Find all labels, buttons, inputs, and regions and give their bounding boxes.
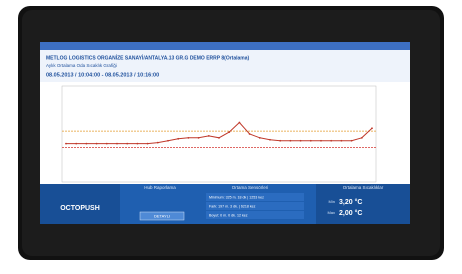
data-point xyxy=(167,140,169,142)
page: METLOG LOGISTICS ORGANİZE SANAYİ/ANTALYA… xyxy=(0,0,462,269)
avg-label: Min xyxy=(329,199,335,204)
data-point xyxy=(320,140,322,142)
subtitle: Aylık Ortalama Oda Sıcaklık Grafiği xyxy=(46,63,117,68)
data-point xyxy=(310,140,312,142)
plot-area xyxy=(62,86,376,182)
data-point xyxy=(75,143,77,145)
sensor-title: Ortama Sensörleri xyxy=(232,185,269,190)
data-point xyxy=(137,143,139,145)
sensor-row: Boyut: 0 m. 0 dk. 12 kez xyxy=(209,213,248,217)
data-point xyxy=(147,143,149,145)
data-point xyxy=(106,143,108,145)
date-range: 08.05.2013 / 10:04:00 - 08.05.2013 / 10:… xyxy=(46,72,159,78)
data-point xyxy=(330,140,332,142)
data-point xyxy=(361,137,363,139)
data-point xyxy=(188,137,190,139)
screenshot: METLOG LOGISTICS ORGANİZE SANAYİ/ANTALYA… xyxy=(0,0,462,269)
data-point xyxy=(269,139,271,141)
data-point xyxy=(177,138,179,140)
data-point xyxy=(208,135,210,137)
sensor-row: Fark: 197 m. 3 dk. | 6218 kez xyxy=(209,204,256,208)
hub-title: Hub Raporlama xyxy=(144,185,176,190)
avg-value: 2,00 °C xyxy=(339,209,362,217)
data-point xyxy=(157,142,159,144)
data-point xyxy=(371,127,373,129)
data-point xyxy=(96,143,98,145)
avg-label: Max xyxy=(327,210,335,215)
data-point xyxy=(65,143,67,145)
data-point xyxy=(86,143,88,145)
data-point xyxy=(279,140,281,142)
logo: OCTOPUSH xyxy=(60,205,100,212)
data-point xyxy=(249,133,251,135)
data-point xyxy=(300,140,302,142)
avg-title: Ortalama Sıcaklıklar xyxy=(343,185,384,190)
data-point xyxy=(239,122,241,124)
data-point xyxy=(198,137,200,139)
company: METLOG LOGISTICS ORGANİZE SANAYİ/ANTALYA… xyxy=(46,54,250,61)
data-point xyxy=(116,143,118,145)
window-titlebar xyxy=(40,42,410,50)
data-point xyxy=(341,140,343,142)
avg-value: 3,20 °C xyxy=(339,198,362,206)
sensor-row: Minimum: 325 m. 18 dk | 1253 kez xyxy=(209,195,264,199)
data-point xyxy=(351,140,353,142)
data-point xyxy=(126,143,128,145)
detail-button-label[interactable]: DETAYLI xyxy=(154,214,170,219)
data-point xyxy=(259,137,261,139)
data-point xyxy=(218,137,220,139)
data-point xyxy=(228,131,230,133)
data-point xyxy=(290,140,292,142)
